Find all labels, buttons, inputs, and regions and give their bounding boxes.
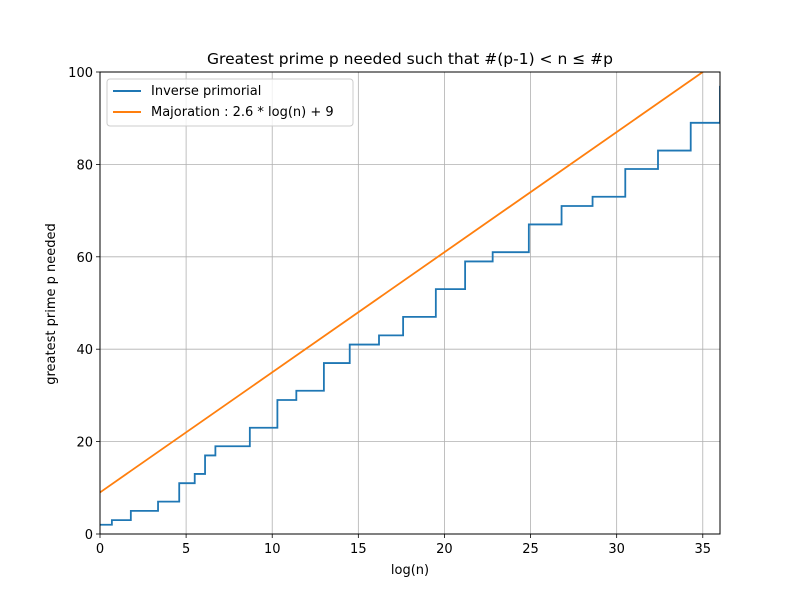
plot-frame: [99, 71, 721, 535]
x-tick-label: 0: [96, 542, 104, 557]
legend: Inverse primorial Majoration : 2.6 * log…: [106, 78, 354, 127]
y-tick-label: 80: [76, 158, 93, 173]
y-tick-label: 0: [85, 528, 93, 543]
x-tick-label: 35: [695, 542, 712, 557]
x-axis-label: log(n): [391, 563, 429, 578]
y-tick-label: 20: [76, 436, 93, 451]
x-tick-label: 25: [522, 542, 539, 557]
legend-label-majoration: Majoration : 2.6 * log(n) + 9: [151, 105, 334, 120]
legend-box: [106, 78, 354, 127]
x-tick-label: 5: [182, 542, 190, 557]
y-axis-label: greatest prime p needed: [44, 223, 59, 385]
legend-label-inverse-primorial: Inverse primorial: [151, 84, 261, 99]
x-tick-label: 30: [608, 542, 625, 557]
x-tick-label: 10: [264, 542, 281, 557]
y-tick-label: 100: [68, 66, 93, 81]
x-tick-label: 15: [350, 542, 367, 557]
series-line-inverse-primorial: [100, 85, 720, 526]
x-tick-label: 20: [436, 542, 453, 557]
chart-title: Greatest prime p needed such that #(p-1)…: [207, 50, 613, 68]
y-tick-label: 60: [76, 251, 93, 266]
series-layer: [100, 72, 720, 526]
y-tick-label: 40: [76, 343, 93, 358]
ticks: 0 5 10 15 20 25 30 35 0 20 40 60 80 100: [68, 66, 711, 557]
series-line-majoration-2-6-log-n-9: [100, 72, 704, 494]
